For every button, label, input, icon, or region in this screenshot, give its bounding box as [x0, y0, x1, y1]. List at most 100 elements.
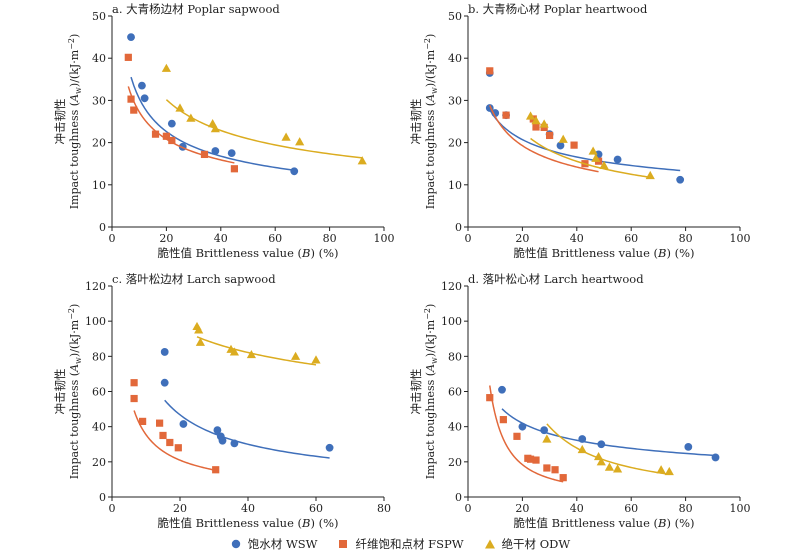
data-point-square: [526, 455, 535, 463]
y-tick-label: 80: [92, 350, 106, 363]
data-point-triangle: [531, 116, 541, 125]
y-tick-label: 120: [85, 280, 106, 293]
y-axis-label-cn: 冲击韧性: [53, 369, 67, 415]
data-point-circle: [127, 33, 135, 41]
legend: 饱水材 WSW 纤维饱和点材 FSPW 绝干材 ODW: [0, 534, 800, 554]
y-tick-label: 0: [99, 491, 106, 504]
x-tick-label: 60: [268, 232, 282, 245]
y-tick-label: 40: [448, 52, 462, 65]
data-point-square: [174, 444, 182, 452]
data-point-triangle: [542, 434, 552, 443]
y-tick-label: 0: [455, 491, 462, 504]
y-tick-label: 100: [441, 315, 462, 328]
data-point-square: [127, 95, 135, 103]
fit-curve-square: [127, 86, 235, 164]
data-point-square: [559, 474, 567, 482]
x-tick-label: 40: [214, 232, 228, 245]
x-tick-label: 40: [570, 232, 584, 245]
x-tick-label: 100: [374, 232, 395, 245]
data-point-triangle: [525, 111, 536, 120]
data-point-triangle: [588, 146, 598, 155]
y-tick-label: 20: [448, 137, 462, 150]
data-point-circle: [167, 119, 176, 128]
data-point-circle: [540, 426, 549, 435]
data-point-square: [230, 165, 238, 173]
data-point-circle: [518, 422, 527, 431]
data-point-square: [151, 130, 160, 138]
y-tick-label: 10: [92, 179, 106, 192]
data-point-square: [570, 141, 578, 149]
chart-title: d. 落叶松心材 Larch heartwood: [468, 272, 644, 286]
x-tick-label: 80: [323, 232, 337, 245]
legend-square-icon: [339, 540, 348, 548]
data-point-triangle: [539, 119, 549, 128]
legend-circle-icon: [231, 539, 240, 549]
y-axis-label-cn: 冲击韧性: [409, 369, 423, 415]
data-point-triangle: [186, 113, 196, 122]
y-tick-label: 0: [455, 221, 462, 234]
data-point-square: [130, 106, 138, 114]
y-axis-label-cn: 冲击韧性: [53, 99, 67, 145]
fit-curve-circle: [164, 399, 330, 459]
y-tick-label: 30: [448, 94, 462, 107]
y-tick-label: 10: [448, 179, 462, 192]
y-tick-label: 60: [92, 386, 106, 399]
data-point-triangle: [599, 160, 609, 169]
legend-item-odw: 绝干材 ODW: [484, 536, 570, 552]
fit-curve-square: [489, 105, 599, 173]
data-point-circle: [140, 94, 149, 103]
data-point-triangle: [210, 124, 220, 133]
chart-panel-d: d. 落叶松心材 Larch heartwood 0 20 40 60 80 100 0 20 4…: [409, 272, 751, 530]
chart-title: a. 大青杨边材 Poplar sapwood: [112, 2, 280, 16]
data-point-triangle: [291, 351, 301, 360]
x-tick-label: 40: [241, 502, 255, 515]
x-tick-label: 20: [159, 232, 173, 245]
x-tick-label: 100: [730, 232, 751, 245]
fit-curve-circle: [501, 408, 716, 457]
x-tick-label: 0: [465, 232, 472, 245]
data-point-square: [156, 419, 164, 427]
data-point-triangle: [664, 466, 674, 476]
data-point-circle: [684, 442, 693, 451]
data-point-circle: [711, 453, 720, 462]
data-point-triangle: [645, 170, 655, 180]
chart-panel-b: b. 大青杨心材 Poplar heartwood 0 20 40 60 80 100 0 10…: [409, 2, 751, 260]
y-tick-label: 40: [92, 421, 106, 434]
y-tick-label: 30: [92, 94, 106, 107]
data-point-circle: [325, 443, 334, 452]
data-point-square: [130, 379, 138, 387]
data-point-square: [551, 466, 559, 474]
x-tick-label: 80: [679, 502, 693, 515]
x-tick-label: 60: [624, 232, 638, 245]
y-tick-label: 0: [99, 221, 106, 234]
data-point-square: [162, 132, 170, 140]
data-point-square: [543, 464, 551, 472]
x-tick-label: 100: [730, 502, 751, 515]
y-tick-label: 40: [92, 52, 106, 65]
data-point-triangle: [194, 325, 204, 334]
data-point-square: [124, 53, 132, 61]
x-tick-label: 0: [109, 232, 116, 245]
data-point-triangle: [281, 132, 291, 141]
fit-curve-circle: [489, 109, 681, 172]
data-point-triangle: [311, 355, 321, 364]
data-point-square: [166, 438, 174, 447]
data-point-square: [486, 67, 494, 75]
data-point-triangle: [558, 134, 568, 143]
data-point-circle: [160, 348, 169, 356]
fit-curve-square: [489, 385, 564, 483]
legend-item-wsw: 饱水材 WSW: [230, 536, 318, 552]
x-tick-label: 80: [679, 232, 693, 245]
x-tick-label: 80: [377, 502, 391, 515]
fit-curve-triangle: [546, 423, 670, 476]
data-point-triangle: [577, 444, 587, 454]
data-point-triangle: [656, 465, 666, 474]
y-tick-label: 20: [92, 456, 106, 469]
data-point-circle: [491, 109, 500, 117]
y-tick-label: 60: [448, 386, 462, 399]
data-point-circle: [211, 147, 220, 155]
legend-label-wsw: 饱水材 WSW: [247, 537, 318, 551]
data-point-triangle: [175, 103, 185, 112]
data-point-square: [168, 136, 176, 145]
